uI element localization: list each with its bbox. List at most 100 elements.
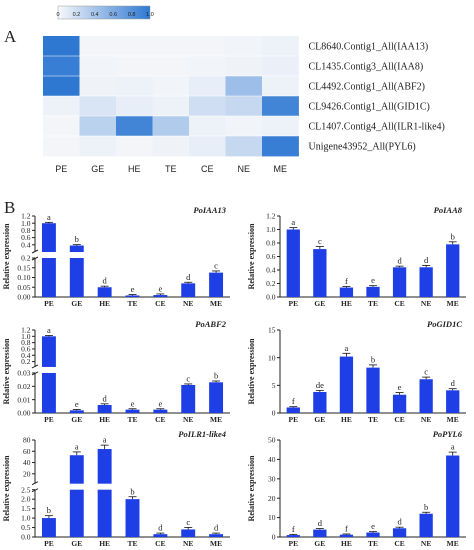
bar-charts: 1.21.00.80.60.40.20.150.100.050.00Relati…: [2, 205, 466, 548]
y-tick-label: 1.2: [21, 212, 31, 221]
y-tick-label: 40: [23, 458, 31, 467]
y-tick-label: 1.2: [21, 326, 31, 335]
colorbar-tick-label: 1.0: [146, 12, 154, 18]
y-tick-label: 10: [268, 353, 276, 362]
bar: [97, 449, 112, 484]
axis-break-mark: [31, 364, 39, 369]
significance-letter: b: [130, 486, 134, 496]
x-tick-label: HE: [341, 539, 352, 548]
significance-letter: f: [345, 276, 348, 286]
heatmap-cell: [262, 56, 299, 77]
y-tick-label: 0: [272, 409, 276, 418]
significance-letter: a: [291, 217, 295, 227]
significance-letter: e: [371, 521, 375, 531]
y-tick-label: 0.8: [21, 226, 31, 235]
chart-title: PoILR1-like4: [178, 429, 226, 439]
significance-letter: c: [424, 367, 428, 377]
x-tick-label: HE: [341, 415, 352, 424]
x-tick-label: NE: [183, 415, 193, 424]
heatmap-cell: [79, 136, 117, 157]
significance-letter: b: [75, 234, 79, 244]
significance-letter: e: [371, 275, 375, 285]
heatmap-cell: [152, 116, 190, 137]
y-tick-label: 0.5: [21, 523, 31, 532]
heatmap-column-label: CE: [201, 164, 214, 174]
axis-break-mark: [31, 481, 39, 486]
x-tick-label: PE: [288, 539, 298, 548]
bar: [69, 489, 84, 537]
heatmap-column-label: GE: [91, 164, 104, 174]
bar: [153, 534, 168, 537]
x-tick-label: ME: [447, 539, 459, 548]
x-tick-label: NE: [421, 299, 431, 308]
bar: [366, 532, 380, 537]
colorbar-gradient: [57, 5, 151, 20]
y-tick-label: 0.6: [266, 252, 276, 261]
colorbar-tick-label: 0.8: [128, 12, 136, 18]
bar: [209, 272, 224, 297]
significance-letter: e: [75, 399, 79, 409]
heatmap-column-label: TE: [165, 164, 177, 174]
y-tick-label: 80: [23, 436, 31, 445]
bar-chart-PoPYL6: 0 10 20 30 40 50 Relative expression PoPYL6 f PE d…: [247, 429, 466, 548]
x-tick-label: PE: [288, 299, 298, 308]
heatmap-cell: [189, 136, 226, 157]
colorbar: 0 0.2 0.4 0.6 0.8 1.0: [56, 5, 154, 20]
bar: [419, 267, 433, 297]
colorbar-tick-label: 0.2: [73, 12, 81, 18]
axis-break-mark: [31, 249, 39, 254]
bar: [419, 379, 433, 413]
y-tick-label: 0.8: [266, 239, 276, 248]
y-tick-label: 0.03: [17, 369, 30, 378]
heatmap-cell: [116, 56, 153, 77]
bar: [125, 409, 140, 413]
y-tick-label: 0.10: [17, 273, 30, 282]
y-tick-label: 5: [272, 381, 276, 390]
heatmap-cell: [116, 116, 153, 137]
bar: [366, 286, 380, 297]
y-tick-label: 1.0: [21, 219, 31, 228]
heatmap-cell: [79, 96, 117, 117]
y-tick-label: 2.0: [21, 495, 31, 504]
heatmap-row-label: CL8640.Contig1_All(IAA13): [309, 42, 429, 53]
chart-title: PoIAA8: [434, 205, 463, 215]
y-tick-label: 0.02: [17, 382, 30, 391]
y-tick-label: 0.4: [21, 240, 31, 249]
y-axis-title: Relative expression: [247, 455, 256, 521]
heatmap-cell: [262, 76, 299, 97]
x-tick-label: CE: [394, 299, 404, 308]
colorbar-tick-label: 0.4: [91, 12, 99, 18]
y-tick-label: 1.5: [21, 504, 31, 513]
heatmap-cell: [116, 136, 153, 157]
y-tick-label: 0: [272, 533, 276, 542]
heatmap-column-label: PE: [55, 164, 67, 174]
bar: [313, 249, 327, 297]
y-tick-label: 0.4: [266, 266, 276, 275]
heatmap-cell: [225, 96, 263, 117]
significance-letter: a: [103, 435, 107, 445]
bar: [339, 356, 354, 413]
y-axis-title: Relative expression: [247, 338, 256, 404]
y-tick-label: 50: [268, 436, 276, 445]
y-tick-label: 0.15: [17, 263, 30, 272]
x-tick-label: ME: [447, 299, 459, 308]
y-tick-label: 0.2: [21, 254, 31, 263]
y-tick-label: 0.01: [17, 395, 30, 404]
x-tick-label: NE: [421, 415, 431, 424]
bar: [339, 287, 354, 297]
heatmap-cell: [152, 136, 190, 157]
heatmap-cell: [79, 56, 117, 77]
colorbar-tick-label: 0: [56, 12, 59, 18]
bar: [125, 295, 140, 297]
x-tick-label: CE: [155, 539, 165, 548]
heatmap-cell: [262, 136, 299, 157]
x-tick-label: TE: [127, 415, 137, 424]
heatmap-row-label: CL4492.Contig1_All(ABF2): [309, 82, 425, 93]
significance-letter: e: [131, 398, 135, 408]
heatmap-cell: [225, 36, 263, 57]
heatmap-row-label: CL9426.Contig1_All(GID1C): [309, 102, 430, 113]
x-tick-label: PE: [44, 299, 54, 308]
bar-chart-PoIAA13: 1.21.00.80.60.4 0.20.150.100.050.00 Relati…: [2, 205, 230, 308]
significance-letter: c: [214, 260, 218, 270]
